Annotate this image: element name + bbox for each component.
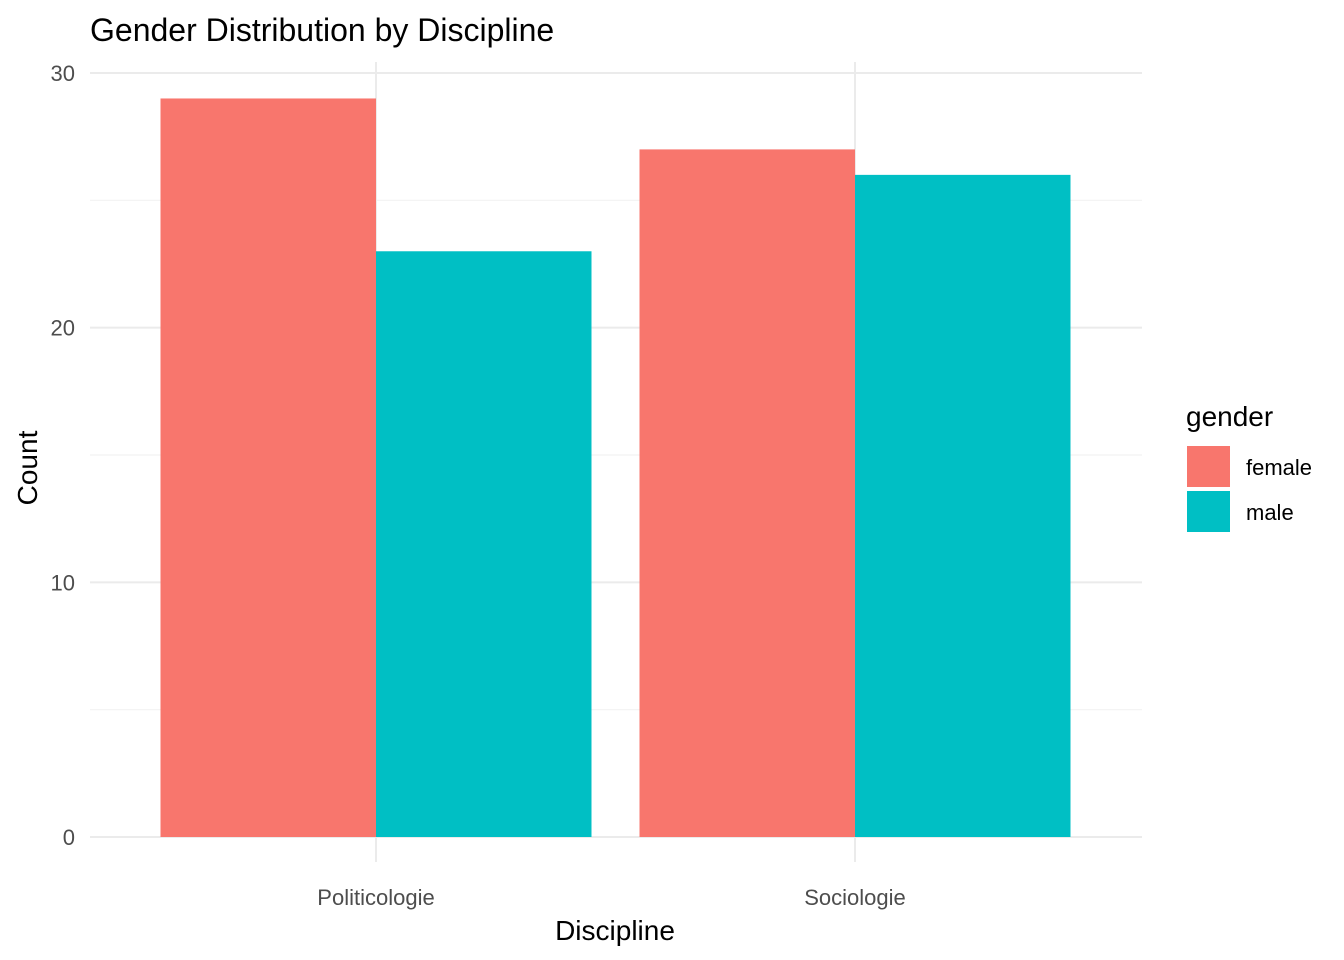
x-tick-label: Sociologie [804, 885, 906, 910]
y-tick-label: 30 [51, 61, 75, 86]
x-tick-label: Politicologie [317, 885, 434, 910]
bar-male-sociologie [855, 174, 1071, 837]
y-axis-title: Count [12, 430, 43, 505]
y-tick-label: 20 [51, 316, 75, 341]
y-tick-label: 0 [63, 825, 75, 850]
chart-title: Gender Distribution by Discipline [90, 12, 554, 48]
legend-label-female: female [1246, 455, 1312, 480]
bar-male-politicologie [376, 251, 592, 837]
legend-key-male [1187, 491, 1230, 532]
tick-labels: 0 10 20 30 Politicologie Sociologie [51, 61, 906, 910]
legend-key-female [1187, 446, 1230, 487]
legend: gender female male [1186, 401, 1312, 532]
y-tick-label: 10 [51, 570, 75, 595]
bars [160, 98, 1071, 837]
legend-label-male: male [1246, 500, 1294, 525]
x-axis-title: Discipline [555, 915, 675, 946]
bar-female-sociologie [639, 149, 855, 837]
bar-female-politicologie [160, 98, 376, 837]
legend-title: gender [1186, 401, 1273, 432]
